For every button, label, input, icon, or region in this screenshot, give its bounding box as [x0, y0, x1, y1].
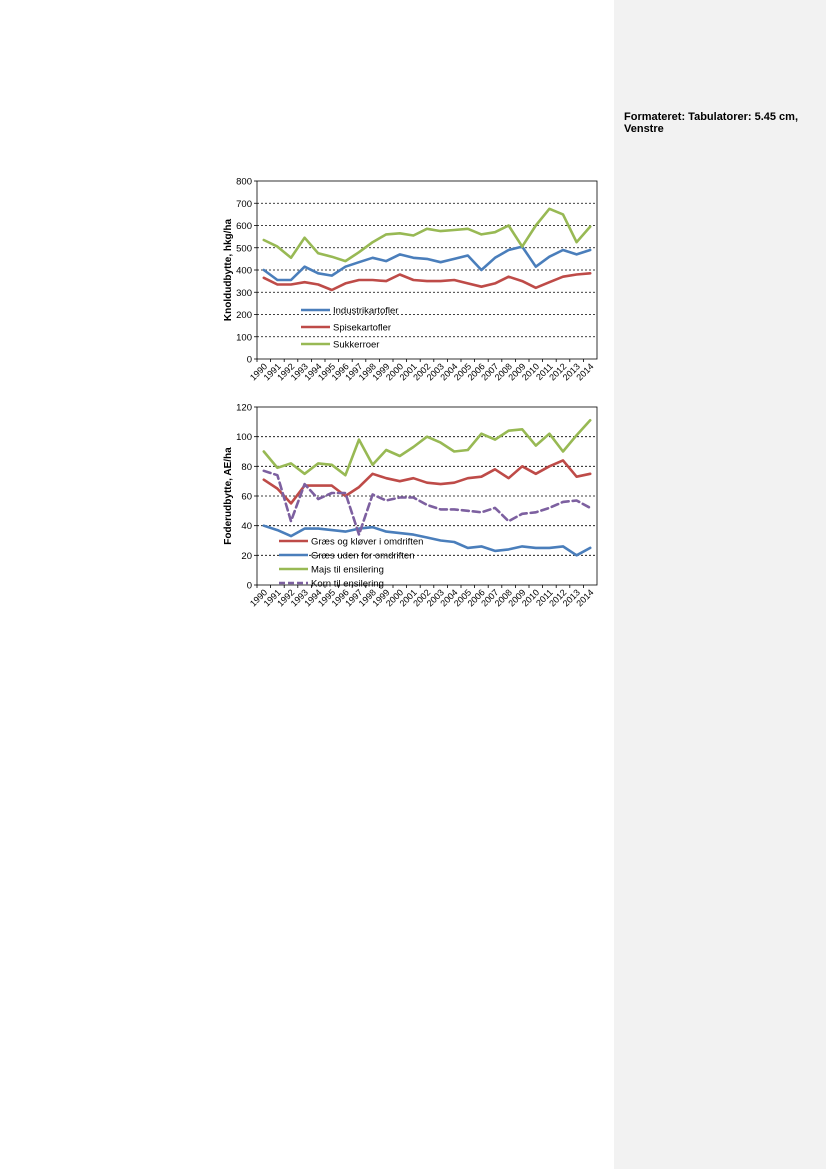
y-tick-label: 60 — [241, 492, 252, 503]
series-line — [262, 469, 592, 536]
series-line — [262, 459, 592, 505]
y-tick-label: 800 — [236, 177, 252, 188]
y-tick-label: 500 — [236, 243, 252, 254]
y-tick-label: 20 — [241, 551, 252, 562]
legend-label: Græs og kløver i omdriften — [311, 537, 423, 548]
legend-label: Græs uden for omdriften — [311, 551, 415, 562]
y-tick-label: 0 — [247, 355, 252, 366]
legend-label: Industrikartofler — [333, 306, 398, 317]
chart-tuber-yield: 0100200300400500600700800199019911992199… — [223, 177, 598, 383]
y-axis-label: Foderudbytte, AE/ha — [223, 447, 234, 545]
y-tick-label: 40 — [241, 521, 252, 532]
series-line — [262, 418, 592, 477]
legend-label: Majs til ensilering — [311, 565, 384, 576]
legend-label: Sukkerroer — [333, 340, 379, 351]
y-tick-label: 100 — [236, 432, 252, 443]
comment-margin — [614, 0, 826, 1169]
series-line — [262, 245, 592, 282]
y-tick-label: 0 — [247, 581, 252, 592]
y-tick-label: 700 — [236, 199, 252, 210]
y-tick-label: 100 — [236, 332, 252, 343]
comment-label: Formateret: Tabulatorer: 5.45 cm, Venstr… — [624, 111, 799, 135]
series-line — [262, 207, 592, 263]
chart-feed-yield: 0204060801001201990199119921993199419951… — [223, 403, 598, 609]
y-tick-label: 300 — [236, 288, 252, 299]
y-tick-label: 400 — [236, 266, 252, 277]
legend-label: Spisekartofler — [333, 323, 391, 334]
series-line — [262, 524, 592, 557]
y-tick-label: 80 — [241, 462, 252, 473]
y-tick-label: 120 — [236, 403, 252, 414]
y-axis-label: Knoldudbytte, hkg/ha — [223, 218, 234, 321]
series-line — [262, 272, 592, 292]
y-tick-label: 600 — [236, 221, 252, 232]
legend-label: Korn til ensilering — [311, 579, 384, 590]
y-tick-label: 200 — [236, 310, 252, 321]
